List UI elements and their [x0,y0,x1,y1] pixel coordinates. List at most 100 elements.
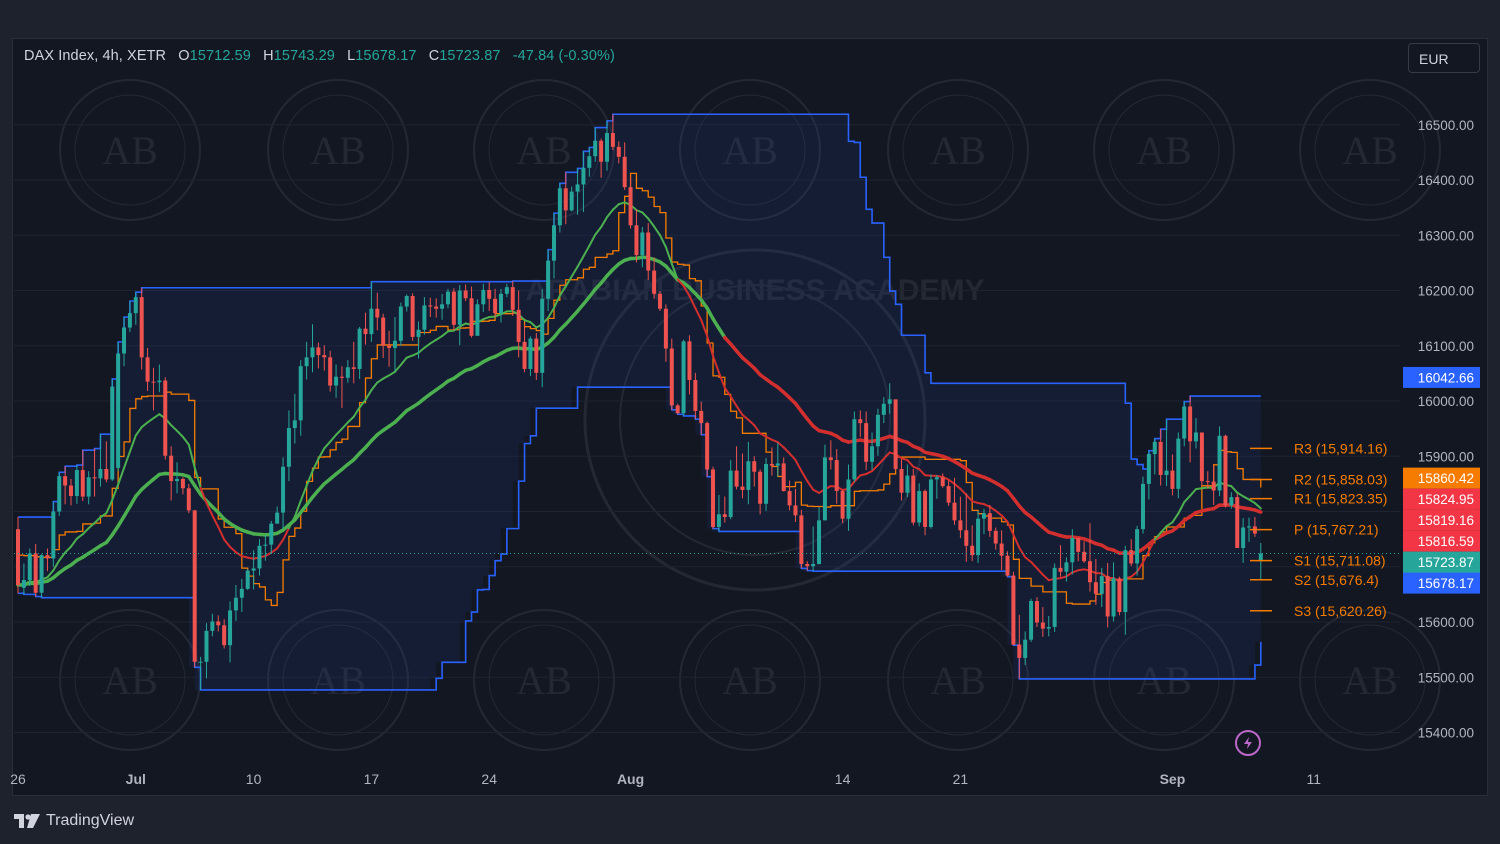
candle-body [27,553,32,581]
candle-body [769,463,774,466]
ema-fast-segment [382,374,391,380]
candle-body [1135,529,1140,564]
chart-pane[interactable] [12,38,1488,796]
ema-fast-segment [712,354,720,374]
candle [381,313,386,358]
candle-body [999,543,1004,556]
candle-body [116,353,121,468]
watermark-monogram: AB [516,128,572,173]
watermark-seal-ring [74,624,186,736]
candle [1076,538,1081,562]
ema-fast-segment [1253,502,1262,510]
watermark-seal [887,79,1029,221]
price-tag [1403,366,1480,388]
candle [1235,493,1240,548]
candle-body [92,477,97,479]
ema-fast-segment [606,208,614,219]
candle-body [263,544,268,546]
candle-body [575,184,580,192]
pivot-level-label: S2 (15,676.4) [1294,572,1379,588]
price-axis-label: 15400.00 [1418,726,1474,741]
candle-body [893,399,898,469]
ema-fast-segment [1065,571,1074,578]
time-axis-label: Sep [1160,771,1186,787]
candle [1099,567,1104,608]
candle [522,324,527,373]
watermark-seal-ring [694,94,806,206]
watermark-monogram: AB [1342,128,1398,173]
candle-body [1235,497,1240,548]
candle [1105,562,1110,628]
price-tag [1403,509,1480,531]
candle-body [1040,622,1045,629]
candle [1247,517,1252,542]
candle-body [1140,483,1145,530]
price-tag-value: 15723.87 [1418,555,1474,570]
ema-slow-segment [1253,508,1263,514]
candle-body [298,366,303,421]
candle [1052,563,1057,632]
ema-fast-segment [87,521,96,530]
currency-button[interactable]: EUR [1408,43,1480,73]
candle-body [440,304,445,309]
candle [870,432,875,471]
candle [39,554,44,598]
candle-body [410,296,415,337]
ema-fast-segment [111,483,120,501]
ema-fast-segment [293,499,302,518]
candle [787,480,792,511]
candle-body [581,167,586,185]
change-value: -47.84 (-0.30%) [512,48,615,64]
price-tag-value: 16042.66 [1418,370,1474,385]
candle-body [1029,601,1034,640]
candle-body [1164,470,1169,476]
candle [334,364,339,398]
candle [970,525,975,562]
ema-fast-segment [329,433,338,443]
candle-body [457,290,462,325]
candle-body [758,471,763,504]
time-axis-label: 21 [953,771,969,787]
watermark-monogram: AB [516,658,572,703]
candle-body [1087,561,1092,583]
watermark-seal-ring [74,94,186,206]
candle [716,494,721,532]
candle-body [275,512,280,524]
candle [351,341,356,384]
candle [1158,429,1163,486]
ema-fast-segment [765,435,773,441]
watermark-seal [267,609,409,751]
candle-body [1111,578,1116,617]
candle [116,341,121,472]
candle-body [1052,567,1057,627]
candle [640,226,645,268]
ema-fast-segment [982,503,991,508]
candle [51,501,56,567]
price-axis-label: 16100.00 [1418,339,1474,354]
candle-body [1176,438,1181,489]
ema-fast-segment [1230,485,1239,494]
candle-body [1093,582,1098,594]
pivot-level-label: R1 (15,823.35) [1294,491,1387,507]
candle [192,509,197,668]
candle [92,448,97,497]
candle [1070,529,1075,575]
alert-bolt-button[interactable] [1235,730,1261,756]
ema-fast-segment [399,356,408,366]
candle [599,138,604,178]
ema-fast-segment [759,432,768,438]
candle-body [398,306,403,341]
candle [1117,576,1122,616]
candle [1034,597,1039,627]
tradingview-logo[interactable]: TradingView [14,810,134,832]
candle-body [493,298,498,314]
candle [104,441,109,483]
ema-fast-segment [1018,546,1027,559]
candle [952,477,957,525]
ema-fast-segment [682,284,691,297]
candle-body [1194,432,1198,442]
candle [928,474,933,529]
price-tag [1403,467,1480,489]
candle-body [764,463,769,504]
